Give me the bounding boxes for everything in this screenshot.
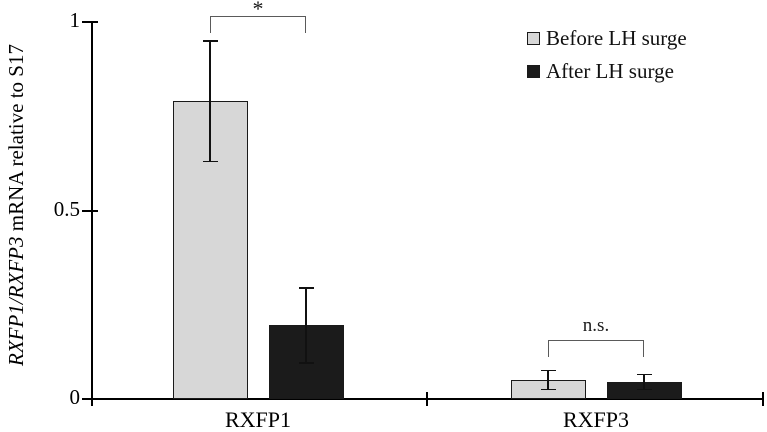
legend-swatch-after-icon <box>527 64 540 78</box>
bar-RXFP1-before-lh-surge <box>172 101 248 399</box>
error-bar <box>643 374 645 390</box>
x-axis-tick <box>426 392 428 406</box>
legend-item-before: Before LH surge <box>527 25 687 50</box>
error-bar-cap-bottom <box>202 160 218 163</box>
error-bar-cap-top <box>540 369 556 372</box>
error-bar <box>547 370 549 390</box>
x-axis-tick <box>91 392 93 406</box>
legend-item-after: After LH surge <box>527 58 687 83</box>
x-category-label: RXFP1 <box>224 407 292 432</box>
x-category-label: RXFP3 <box>562 407 630 432</box>
y-axis-tick-label: 1 <box>69 8 81 32</box>
error-bar-cap-top <box>298 287 314 289</box>
significance-label: * <box>252 0 264 21</box>
y-axis-tick <box>82 209 98 212</box>
legend-label-before: Before LH surge <box>546 25 687 50</box>
significance-bracket <box>210 16 306 33</box>
significance-bracket <box>548 340 644 357</box>
x-axis-tick <box>762 392 764 406</box>
legend: Before LH surge After LH surge <box>527 25 687 83</box>
y-axis-tick <box>82 398 98 400</box>
error-bar <box>209 40 211 162</box>
error-bar-cap-bottom <box>540 388 556 391</box>
y-axis-tick-label: 0 <box>69 385 81 409</box>
error-bar-cap-bottom <box>298 362 314 364</box>
y-axis-tick-label: 0.5 <box>53 196 80 221</box>
y-axis-tick <box>82 21 98 23</box>
error-bar <box>305 287 307 364</box>
significance-label: n.s. <box>582 315 610 336</box>
error-bar-cap-top <box>636 373 652 376</box>
error-bar-cap-top <box>202 40 218 42</box>
legend-label-after: After LH surge <box>546 58 674 83</box>
legend-swatch-before-icon <box>527 31 540 45</box>
error-bar-cap-bottom <box>636 388 652 391</box>
